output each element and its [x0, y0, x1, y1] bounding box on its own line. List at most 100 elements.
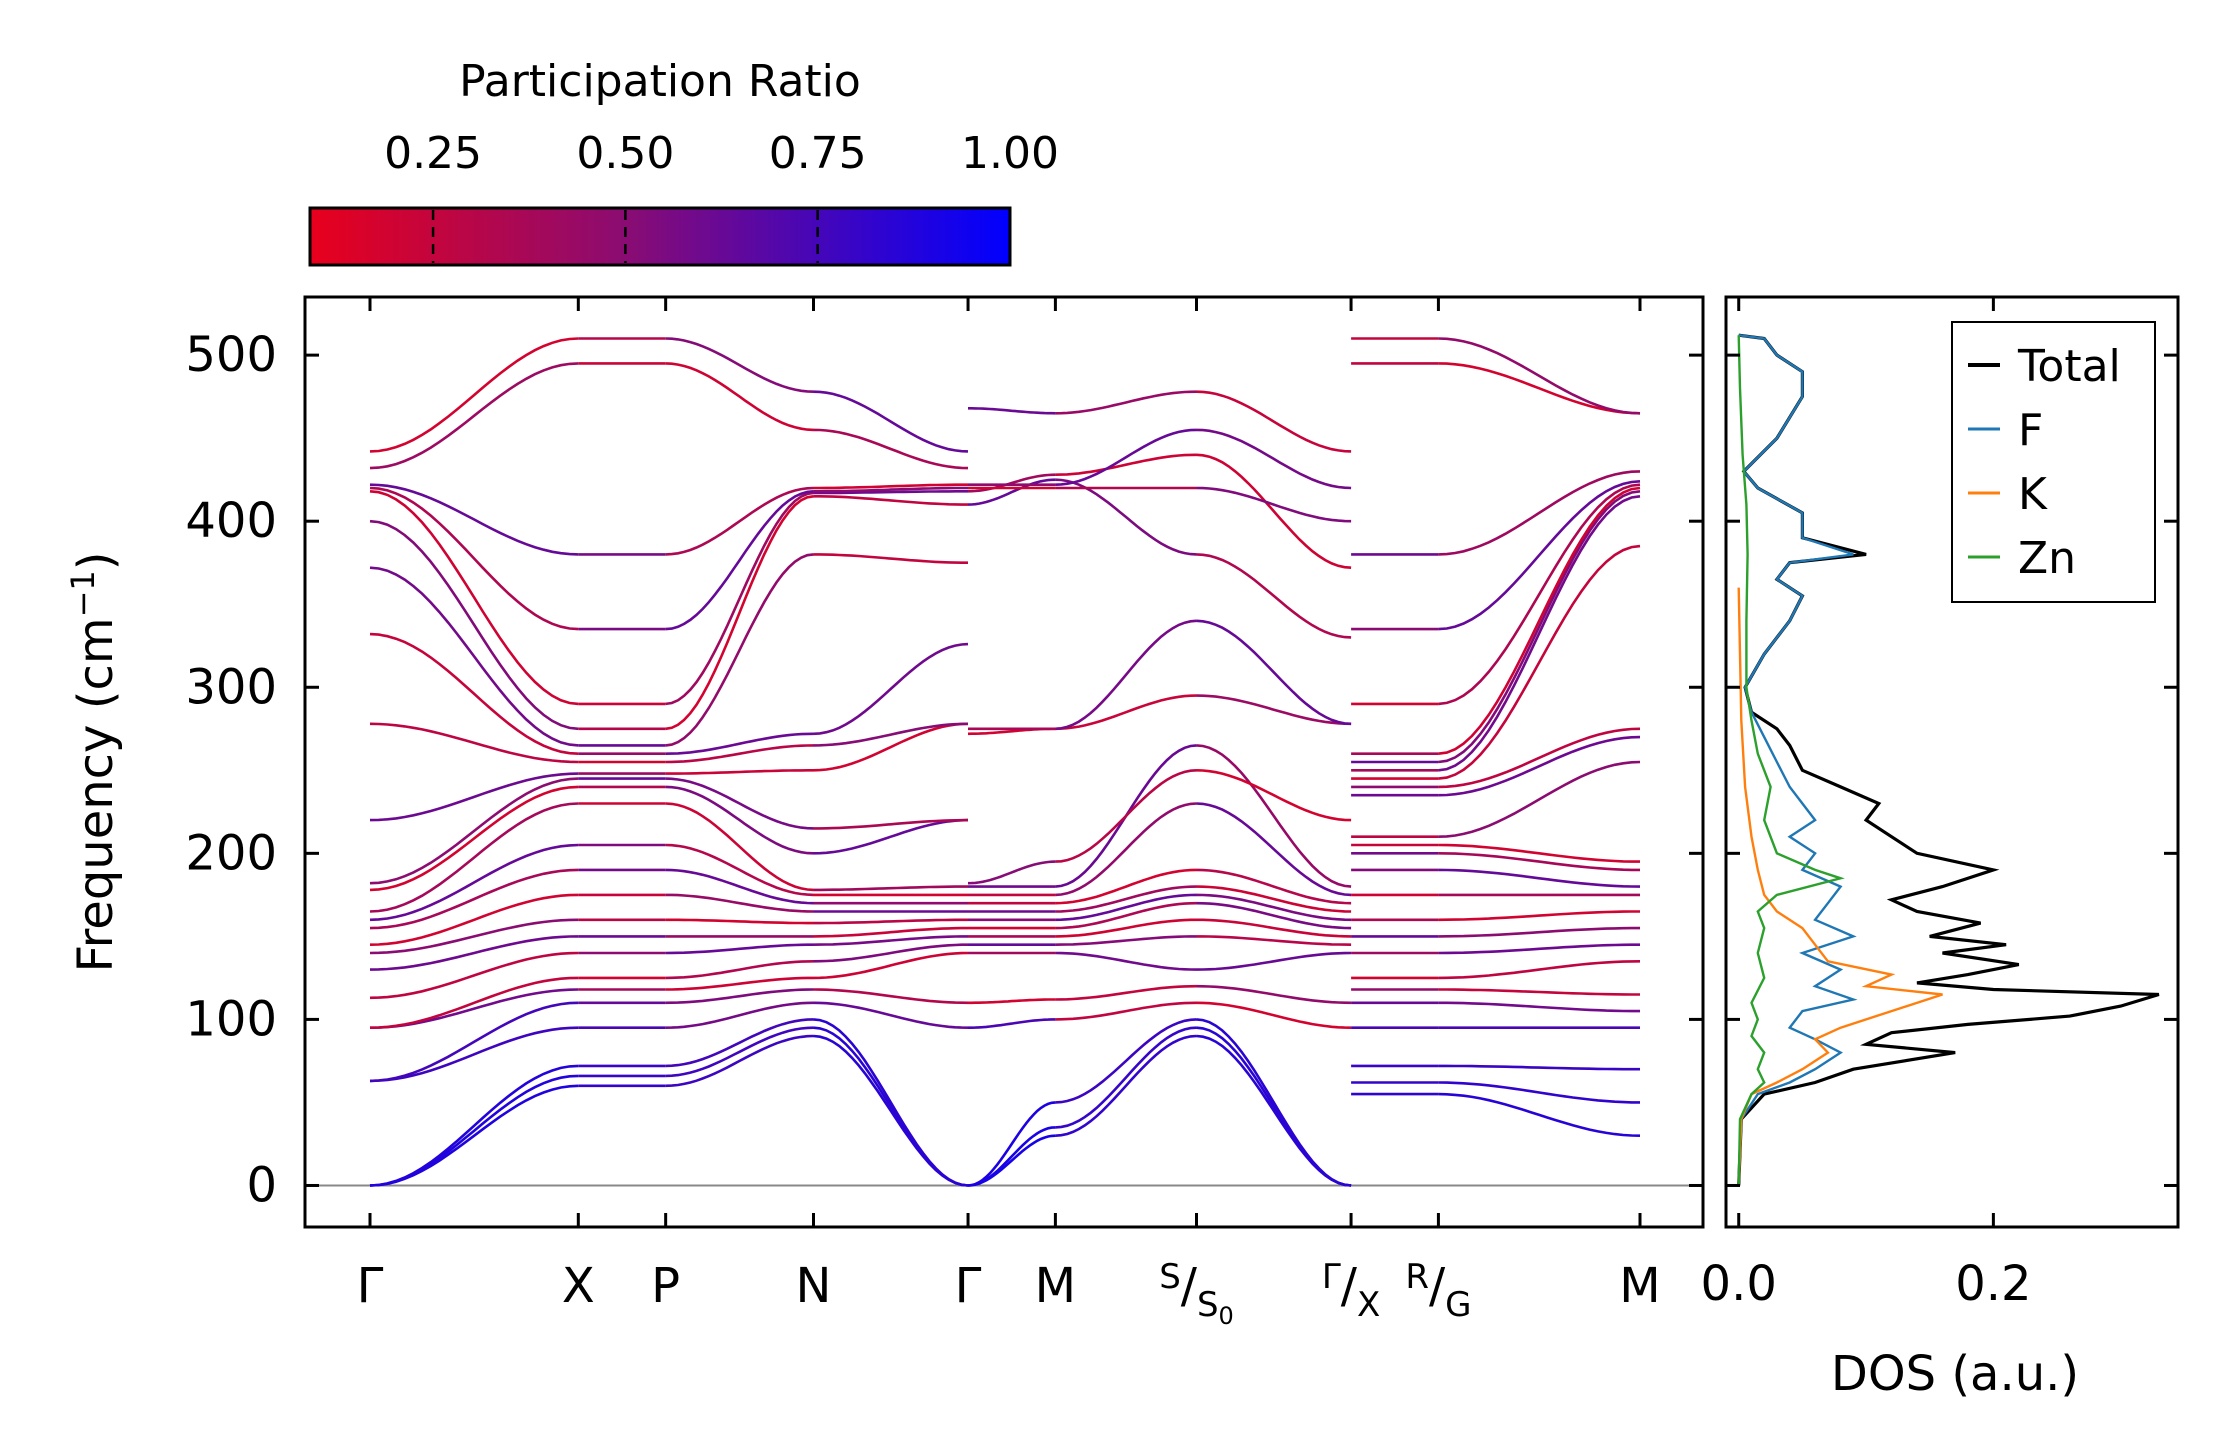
band-branch	[1196, 453, 1352, 569]
kpoint-label-denominator: S	[1197, 1285, 1219, 1325]
band-branch	[369, 519, 579, 731]
band-branch	[1196, 619, 1352, 726]
dos-series-k	[1737, 587, 1943, 1186]
band-branch	[1055, 1001, 1197, 1021]
band-branch	[1438, 760, 1641, 838]
band-branch	[369, 632, 579, 755]
band-branch	[1438, 1064, 1640, 1071]
band-branch	[665, 337, 814, 393]
colorbar-tick-label: 1.00	[961, 128, 1059, 179]
band-branch	[1196, 984, 1352, 1005]
band-branch	[967, 1101, 1056, 1187]
band-branch	[813, 1001, 969, 1029]
y-axis-title: Frequency (cm−1)	[64, 551, 124, 972]
band-branch	[665, 868, 814, 905]
band-branch	[665, 769, 814, 775]
band-branch	[1196, 1026, 1352, 1187]
band-branch	[1196, 918, 1352, 938]
band-branch	[1438, 1001, 1640, 1013]
band-branch	[813, 818, 969, 855]
band-branch	[813, 722, 969, 772]
band-branch	[665, 490, 814, 631]
band-branch	[665, 976, 814, 991]
band-branch	[1055, 428, 1197, 486]
legend-label-zn: Zn	[2018, 533, 2076, 584]
band-branch	[1196, 802, 1352, 897]
band-branch	[813, 486, 968, 493]
band-branch	[1438, 1081, 1640, 1104]
band-branch	[1055, 802, 1197, 897]
band-branch	[1055, 769, 1197, 863]
band-branch	[1196, 885, 1352, 913]
kpoint-label-numerator: S	[1159, 1257, 1181, 1297]
y-axis-title-exponent: −1	[64, 570, 102, 617]
legend-label-k: K	[2018, 469, 2048, 520]
band-branch	[1438, 852, 1640, 872]
band-branch	[1055, 390, 1197, 415]
colorbar-title: Participation Ratio	[459, 56, 861, 107]
band-branch	[813, 988, 969, 1005]
band-branch	[1196, 1018, 1352, 1187]
band-branch	[1196, 935, 1352, 946]
dos-y-ticks	[1726, 353, 2178, 1187]
band-branch	[968, 407, 1056, 415]
kpoint-label: M	[1619, 1258, 1660, 1314]
kpoint-label-numerator: Γ	[1322, 1257, 1341, 1297]
band-branch	[369, 777, 579, 885]
kpoint-label-denominator: G	[1445, 1285, 1471, 1325]
band-branch	[1438, 470, 1641, 556]
kpoint-label-slash: /	[1181, 1258, 1198, 1314]
band-branch	[813, 818, 969, 830]
band-branch	[1196, 951, 1352, 971]
band-branch	[1055, 893, 1197, 922]
colorbar-tick-label: 0.50	[576, 128, 674, 179]
band-branch	[369, 976, 579, 1029]
dos-x-ticks: 0.0 0.2	[1701, 297, 2032, 1312]
kpoint-label: R/G	[1405, 1257, 1471, 1325]
colorbar-ticks: 0.25 0.50 0.75 1.00	[384, 128, 1059, 263]
band-branch	[1196, 428, 1352, 490]
band-branch	[1438, 910, 1640, 922]
band-branch	[1196, 553, 1352, 639]
band-branch	[967, 1126, 1056, 1187]
band-branch	[369, 951, 579, 1000]
band-branch	[1196, 390, 1352, 453]
band-branch	[967, 473, 1056, 493]
dos-lines	[1737, 333, 2160, 1186]
band-branch	[369, 843, 579, 922]
dos-series-zn	[1737, 335, 1845, 1186]
band-branch	[1055, 694, 1197, 731]
band-branch	[1438, 843, 1640, 863]
kpoint-label: N	[796, 1258, 832, 1314]
band-branch	[665, 1026, 814, 1078]
band-branch	[369, 483, 579, 556]
kpoint-label-denominator: X	[1357, 1285, 1380, 1325]
band-branch	[813, 1018, 969, 1187]
band-branch	[369, 1026, 579, 1083]
band-branch	[1196, 1001, 1352, 1029]
band-branch	[1438, 483, 1641, 706]
band-branch	[1438, 1092, 1641, 1137]
band-branch	[665, 918, 814, 925]
band-branch	[369, 785, 579, 892]
dos-series-f	[1737, 334, 1858, 1186]
kpoint-label: M	[1035, 1258, 1076, 1314]
band-branch	[369, 722, 579, 764]
band-branch	[968, 998, 1056, 1005]
band-branch	[1438, 735, 1641, 797]
band-branch	[967, 860, 1056, 885]
band-branch	[813, 1034, 969, 1187]
band-branch	[369, 893, 579, 946]
kpoint-label-slash: /	[1429, 1258, 1446, 1314]
band-branch	[1196, 901, 1352, 930]
band-x-ticks: Γ X P N Γ M S/S0Γ/XR/G M	[357, 297, 1661, 1330]
dos-x-axis-title: DOS (a.u.)	[1831, 1346, 2079, 1402]
band-branch	[665, 732, 814, 755]
band-branch	[1196, 694, 1352, 726]
band-y-tick-label: 100	[185, 991, 277, 1047]
band-branch	[1055, 951, 1197, 971]
band-y-tick-label: 400	[185, 493, 277, 549]
colorbar: Participation Ratio 0.25 0.50 0.75 1.00	[308, 56, 1059, 267]
band-branch	[813, 490, 968, 495]
